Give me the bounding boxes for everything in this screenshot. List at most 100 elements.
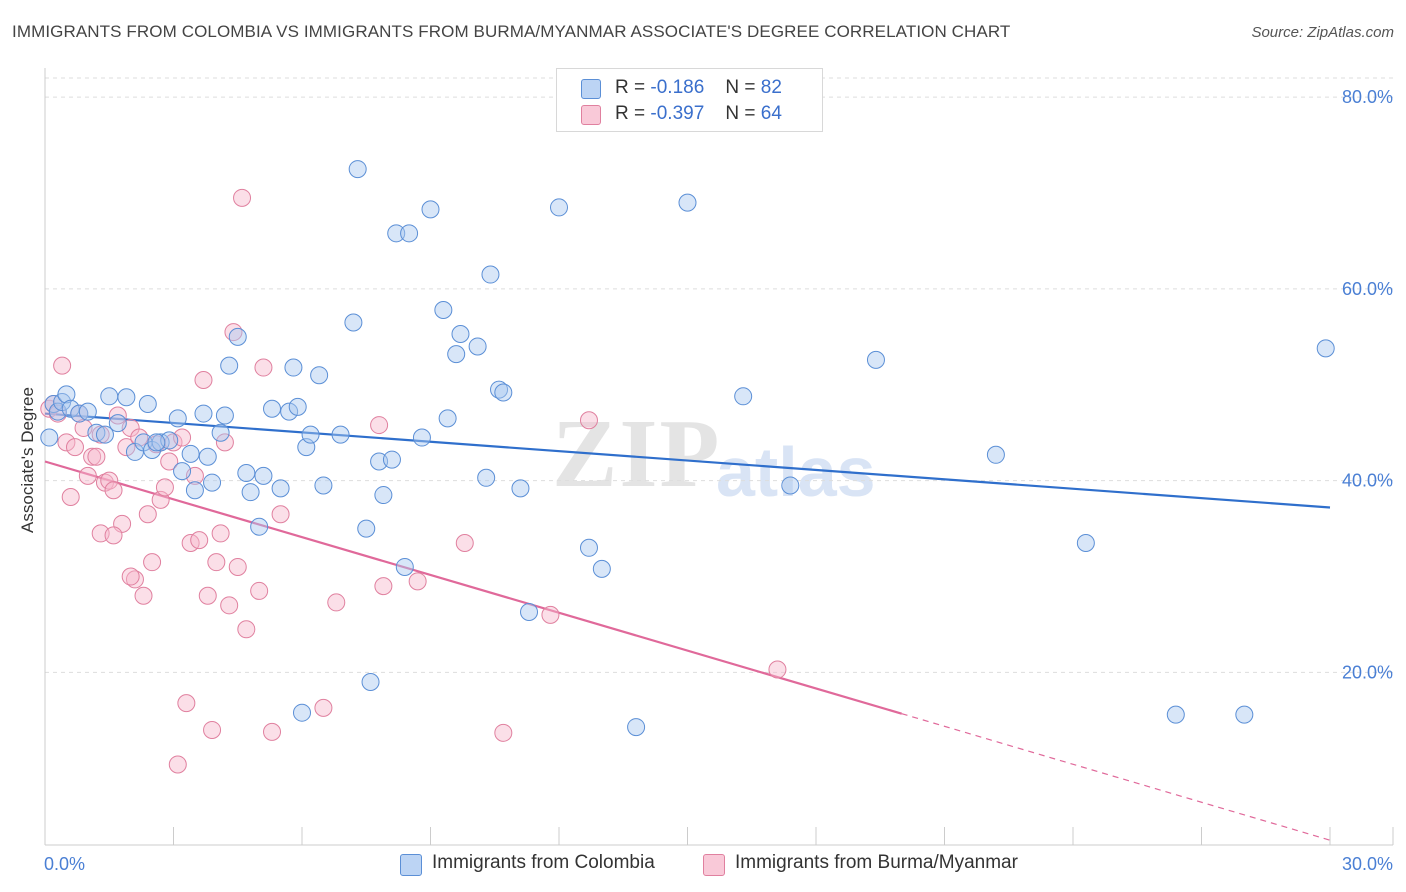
trendline-burma-extrapolated	[901, 713, 1331, 841]
point-colombia	[254, 466, 273, 485]
point-burma	[374, 577, 393, 596]
bottom-legend-swatch-colombia	[400, 854, 422, 876]
legend-r-value-burma: -0.397	[650, 103, 705, 124]
point-colombia	[78, 402, 97, 421]
point-burma	[768, 660, 787, 679]
point-burma	[494, 723, 513, 742]
point-burma	[455, 533, 474, 552]
point-colombia	[412, 428, 431, 447]
y-axis-label: Associate's Degree	[18, 387, 37, 533]
point-burma	[263, 722, 282, 741]
point-colombia	[117, 388, 136, 407]
point-burma	[134, 586, 153, 605]
point-colombia	[481, 265, 500, 284]
point-burma	[211, 524, 230, 543]
point-burma	[228, 557, 247, 576]
point-burma	[83, 447, 102, 466]
legend-n-label-colombia: N =	[725, 77, 756, 98]
point-burma	[87, 447, 106, 466]
ticks-layer: 20.0% 40.0% 60.0% 80.0% 0.0% 30.0%	[44, 87, 1393, 874]
y-tick-label-80: 80.0%	[1342, 87, 1393, 107]
y-tick-label-60: 60.0%	[1342, 279, 1393, 299]
point-burma	[100, 471, 119, 490]
point-burma	[160, 452, 179, 471]
point-colombia	[173, 462, 192, 481]
point-burma	[104, 481, 123, 500]
point-colombia	[198, 447, 217, 466]
trendline-burma	[44, 460, 902, 715]
point-colombia	[284, 358, 303, 377]
point-burma	[138, 505, 157, 524]
legend-swatch-colombia	[581, 79, 601, 99]
point-colombia	[1166, 705, 1185, 724]
source-label: Source: ZipAtlas.com	[1251, 24, 1394, 41]
point-colombia	[168, 409, 187, 428]
point-colombia	[550, 198, 568, 217]
point-colombia	[734, 387, 753, 406]
point-colombia	[434, 301, 453, 320]
point-burma	[220, 596, 239, 615]
point-colombia	[361, 673, 380, 692]
point-colombia	[241, 483, 260, 502]
point-colombia	[301, 425, 320, 444]
point-colombia	[627, 718, 646, 737]
point-burma	[203, 720, 222, 739]
point-burma	[78, 466, 97, 485]
point-burma	[194, 371, 213, 390]
legend-n-value-colombia: 82	[760, 77, 782, 98]
point-burma	[233, 188, 252, 207]
point-colombia	[215, 406, 234, 425]
point-colombia	[374, 486, 393, 505]
point-colombia	[511, 479, 530, 498]
point-colombia	[986, 445, 1005, 464]
point-colombia	[228, 327, 247, 346]
point-colombia	[1235, 705, 1254, 724]
point-colombia	[387, 224, 406, 243]
x-tick-label-30: 30.0%	[1342, 854, 1393, 874]
x-tick-label-0: 0.0%	[44, 854, 85, 874]
point-colombia	[494, 383, 513, 402]
point-colombia	[263, 399, 282, 418]
point-burma	[327, 593, 346, 612]
trendline-colombia	[44, 412, 1331, 509]
point-colombia	[280, 402, 299, 421]
points-layer	[40, 160, 1335, 774]
point-colombia	[95, 425, 114, 444]
point-colombia	[678, 193, 697, 212]
bottom-legend-label-burma: Immigrants from Burma/Myanmar	[735, 852, 1018, 873]
watermark-zip: ZIP	[552, 400, 722, 508]
point-colombia	[451, 324, 470, 343]
point-colombia	[40, 428, 59, 447]
point-burma	[250, 581, 269, 600]
point-colombia	[57, 385, 76, 404]
grid-layer	[45, 77, 1393, 673]
point-colombia	[194, 404, 213, 423]
point-colombia	[592, 559, 611, 578]
point-colombia	[357, 519, 376, 538]
legend-r-value-colombia: -0.186	[650, 77, 705, 98]
point-colombia	[147, 433, 166, 452]
point-colombia	[1076, 533, 1095, 552]
point-colombia	[447, 345, 466, 364]
point-colombia	[438, 409, 457, 428]
point-burma	[215, 433, 234, 452]
point-colombia	[781, 476, 800, 495]
point-burma	[108, 406, 127, 425]
point-burma	[237, 620, 256, 639]
point-burma	[117, 438, 136, 457]
point-colombia	[314, 476, 333, 495]
y-tick-label-20: 20.0%	[1342, 662, 1393, 682]
point-burma	[143, 553, 162, 572]
point-colombia	[220, 356, 239, 375]
point-colombia	[185, 481, 204, 500]
point-colombia	[520, 603, 539, 622]
point-burma	[104, 526, 123, 545]
point-colombia	[211, 423, 230, 442]
point-burma	[177, 694, 196, 713]
correlation-legend: R = -0.186 N = 82 R = -0.397 N = 64	[556, 68, 823, 132]
point-colombia	[331, 425, 350, 444]
bottom-legend-label-colombia: Immigrants from Colombia	[432, 852, 655, 873]
point-colombia	[271, 479, 290, 498]
point-burma	[271, 505, 290, 524]
